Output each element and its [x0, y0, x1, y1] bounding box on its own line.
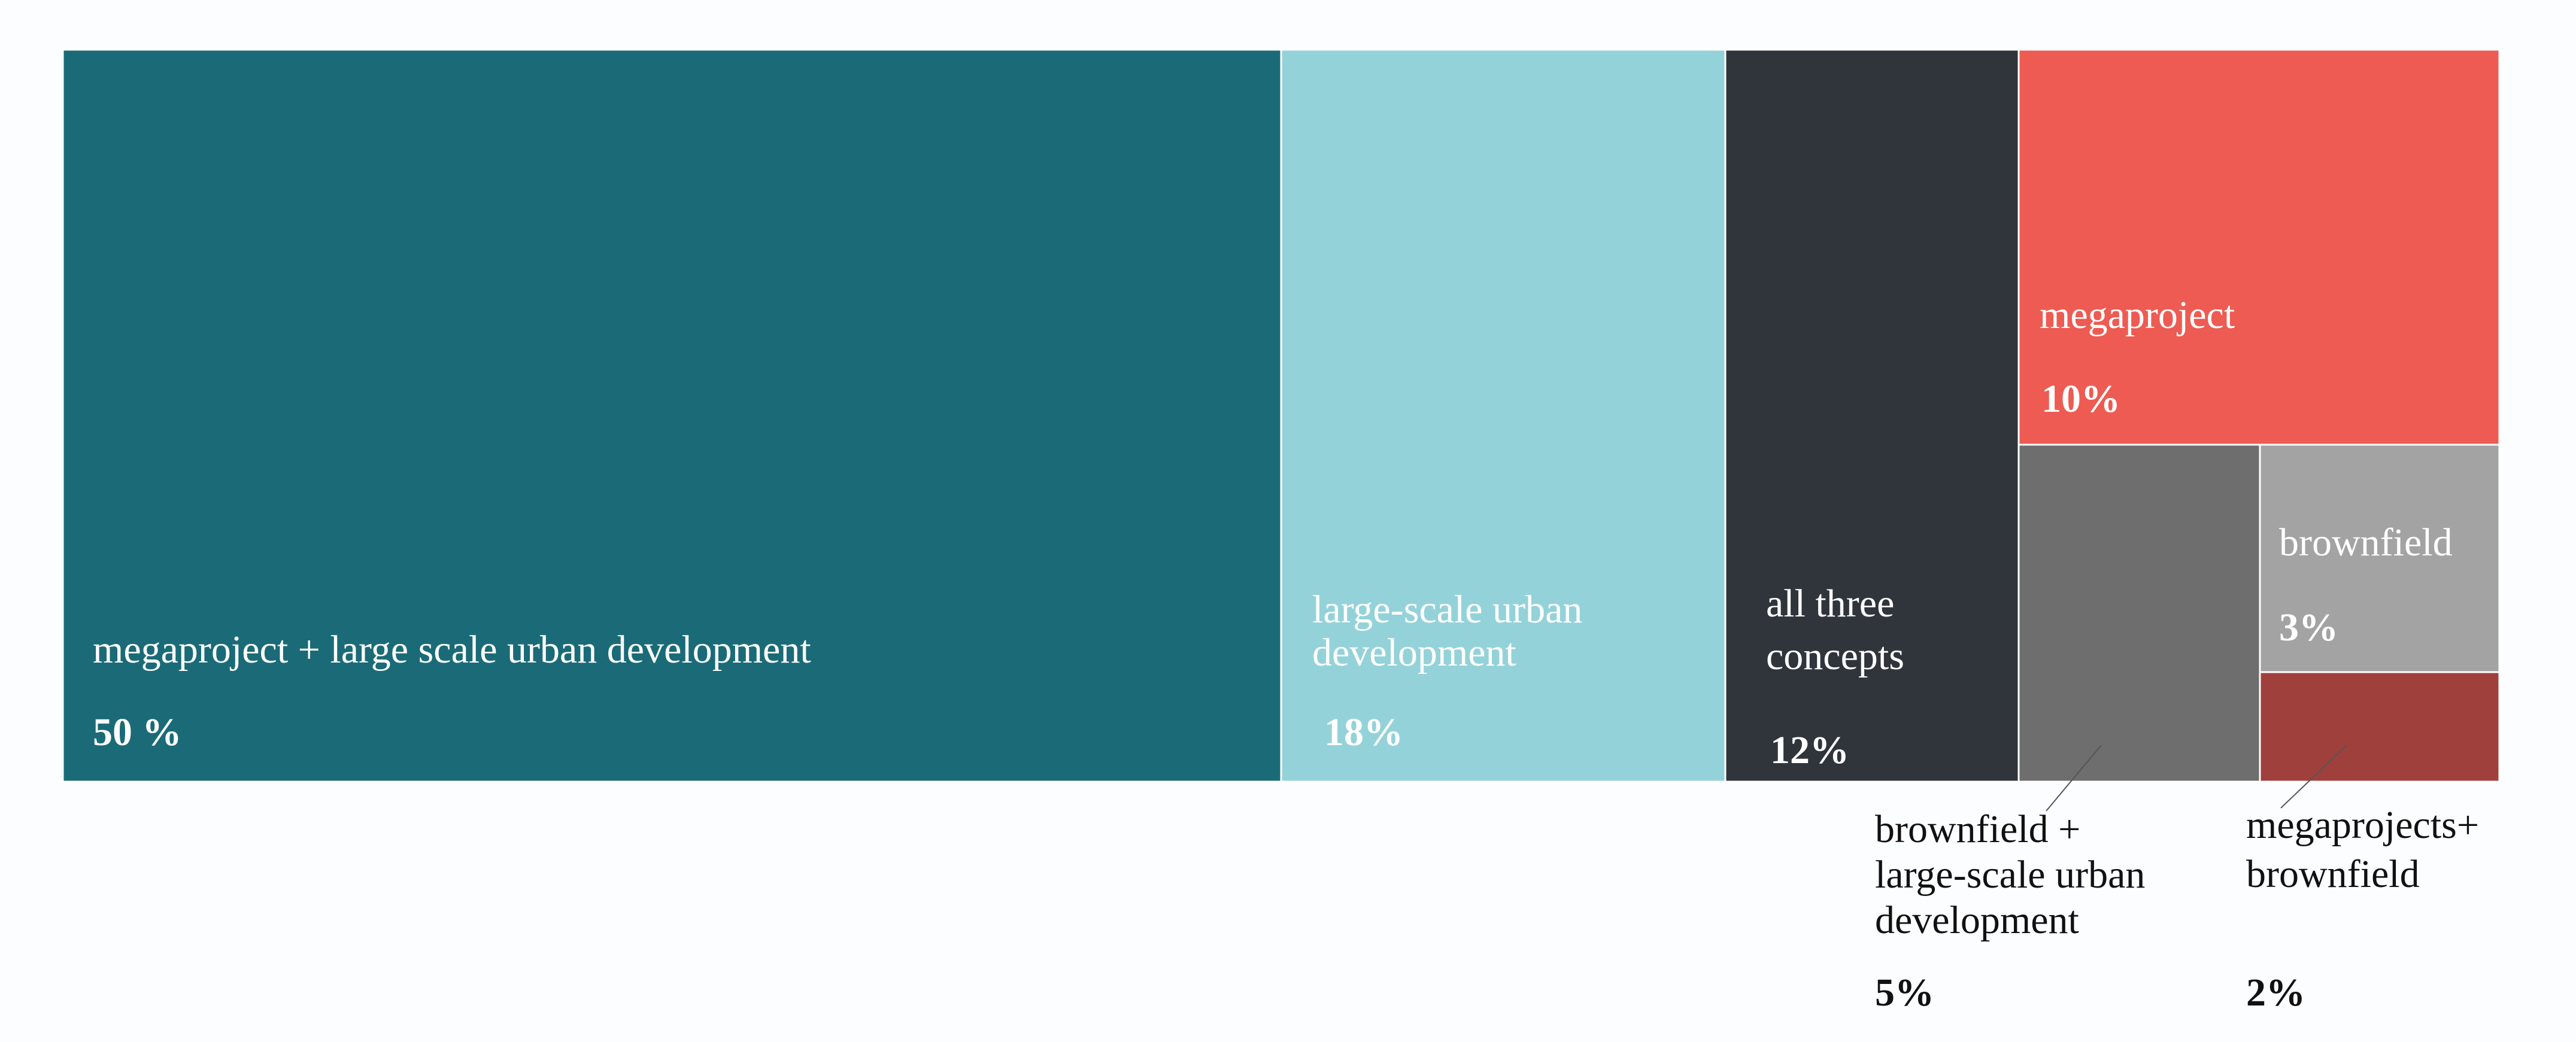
value-large-scale-urban-development: 18% — [1324, 710, 1403, 754]
value-megaprojects-brownfield: 2% — [2246, 971, 2305, 1014]
label-line: development — [1875, 898, 2079, 942]
tile-brownfield — [2259, 443, 2501, 673]
label-megaproject-large-scale-urban-development: megaproject + large scale urban developm… — [93, 628, 811, 672]
label-large-scale-urban-development: large-scale urban development — [1312, 588, 1582, 675]
label-line: megaproject — [2040, 293, 2235, 337]
tile-megaprojects-brownfield — [2259, 671, 2501, 783]
label-line: brownfield + — [1875, 807, 2080, 851]
label-line: brownfield — [2246, 852, 2420, 896]
label-brownfield: brownfield — [2279, 521, 2453, 564]
label-megaprojects-brownfield: megaprojects+ brownfield — [2246, 803, 2479, 896]
label-all-three-concepts: all three concepts — [1766, 582, 1904, 678]
tile-megaproject — [2017, 48, 2501, 446]
label-line: brownfield — [2279, 521, 2453, 564]
tile-large-scale-urban-development — [1280, 48, 1727, 783]
value-brownfield: 3% — [2279, 606, 2338, 649]
label-brownfield-large-scale-urban-development: brownfield + large-scale urban development — [1875, 807, 2145, 942]
value-megaproject-large-scale-urban-development: 50 % — [93, 710, 182, 754]
leader-line-megaprojects-brownfield — [2280, 745, 2347, 809]
tile-megaproject-large-scale-urban-development — [62, 48, 1282, 783]
label-line: megaprojects+ — [2246, 803, 2479, 847]
tile-brownfield-large-scale-urban-development — [2017, 443, 2261, 783]
label-line: large-scale urban — [1312, 588, 1582, 631]
label-line: large-scale urban — [1875, 853, 2145, 897]
tile-labels: megaproject + large scale urban developm… — [93, 293, 2479, 1014]
label-line: development — [1312, 631, 1516, 675]
label-line: megaproject + large scale urban developm… — [93, 628, 811, 672]
value-megaproject: 10% — [2041, 377, 2120, 421]
label-megaproject: megaproject — [2040, 293, 2235, 337]
value-brownfield-large-scale-urban-development: 5% — [1875, 971, 1934, 1014]
leader-line-brownfield-large-scale-urban-development — [2046, 745, 2102, 812]
label-line: all three — [1766, 582, 1894, 625]
tile-all-three-concepts — [1724, 48, 2020, 783]
value-all-three-concepts: 12% — [1770, 728, 1849, 772]
leader-lines — [2046, 745, 2347, 812]
treemap-tiles — [62, 48, 2501, 783]
label-line: concepts — [1766, 634, 1904, 678]
